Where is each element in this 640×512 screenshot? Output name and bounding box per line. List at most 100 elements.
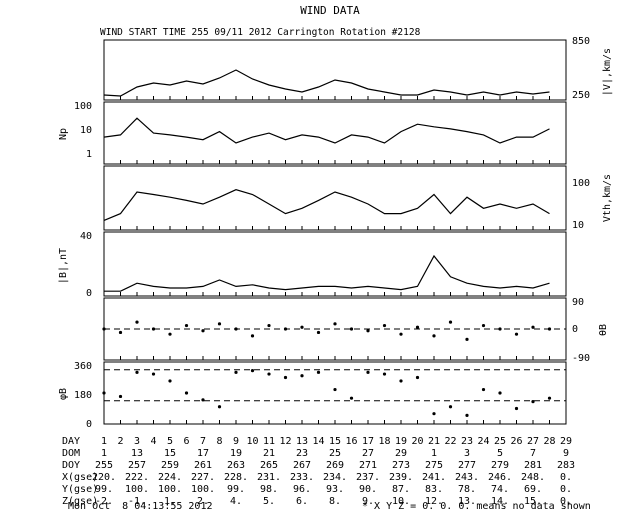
data-point [349, 396, 354, 400]
table-cell: 255 [94, 460, 114, 471]
data-point [382, 323, 387, 328]
data-point [432, 334, 436, 338]
data-point [448, 320, 453, 324]
footer-note: * X Y Z = 0. 0. 0. means no data shown [362, 501, 591, 512]
data-point [267, 372, 271, 376]
data-point [366, 370, 370, 374]
data-point [547, 396, 552, 400]
data-point [333, 387, 337, 392]
table-cell: 78. [457, 484, 477, 495]
table-cell: 261 [193, 460, 213, 471]
table-cell: 281 [523, 460, 543, 471]
table-cell: 8. [328, 496, 342, 507]
data-point [481, 387, 486, 392]
y-tick-label: 10 [80, 125, 92, 136]
data-point [349, 327, 354, 331]
data-point [432, 412, 436, 416]
table-cell: 15. [523, 496, 543, 507]
panel-v [103, 39, 567, 101]
data-point [118, 330, 123, 335]
table-cell: 246. [487, 472, 513, 483]
row-label: X(gse) [62, 472, 99, 483]
series-line [103, 69, 550, 97]
table-cell: 241. [421, 472, 447, 483]
data-point [217, 405, 222, 409]
table-cell: 1 [430, 448, 438, 459]
day-cell: 13 [295, 436, 309, 447]
data-point [514, 332, 519, 336]
table-cell: 4. [229, 496, 243, 507]
table-cell: 234. [322, 472, 348, 483]
data-point [300, 325, 304, 329]
table-cell: 9. [361, 496, 375, 507]
table-cell: 237. [355, 472, 381, 483]
day-cell: 14 [312, 436, 325, 447]
table-cell: 100. [157, 484, 183, 495]
day-cell: 2 [117, 436, 124, 447]
row-label: Y(gse) [62, 484, 99, 495]
y-tick-label: 850 [572, 36, 590, 47]
table-cell: 12. [424, 496, 444, 507]
day-cell: 8 [216, 436, 223, 447]
y-tick-label: 0 [86, 288, 92, 299]
panel-phi [102, 361, 567, 425]
data-point [465, 413, 469, 417]
table-cell: 9 [562, 448, 570, 459]
data-point [102, 391, 106, 395]
y-axis-label: Np [58, 128, 69, 140]
day-cell: 18 [378, 436, 391, 447]
table-cell: 5 [496, 448, 504, 459]
table-cell: -1. [127, 496, 147, 507]
table-cell: 0. [559, 484, 573, 495]
day-cell: 3 [133, 436, 141, 447]
day-cell: 7 [199, 436, 207, 447]
data-point [234, 370, 238, 374]
y-axis-label: Vth,km/s [602, 174, 613, 222]
table-cell: 5. [262, 496, 276, 507]
table-cell: 222. [124, 472, 150, 483]
table-cell: 277 [457, 460, 477, 471]
day-cell: 4 [150, 436, 157, 447]
day-cell: 17 [361, 436, 375, 447]
table-cell: 100. [190, 484, 216, 495]
table-cell: 257 [127, 460, 147, 471]
day-cell: 1 [100, 436, 108, 447]
table-cell: 271 [358, 460, 378, 471]
y-tick-label: 0 [572, 324, 578, 335]
data-point [151, 372, 156, 376]
table-cell: 27 [361, 448, 375, 459]
y-tick-label: 100 [572, 178, 590, 189]
table-cell: 0. [559, 496, 573, 507]
day-cell: 9 [232, 436, 240, 447]
footer-timestamp: Mon Oct 8 04:13:55 2012 [68, 501, 213, 512]
y-axis-label: φB [58, 388, 69, 400]
table-cell: 87. [391, 484, 411, 495]
table-cell: 10. [391, 496, 411, 507]
table-cell: 228. [223, 472, 249, 483]
day-cell: 26 [510, 436, 523, 447]
table-cell: 6. [295, 496, 309, 507]
panel-np [103, 101, 567, 165]
day-cell: 6 [183, 436, 190, 447]
day-cell: 5 [166, 436, 174, 447]
data-point [168, 379, 172, 383]
table-cell: 248. [520, 472, 546, 483]
table-cell: 13. [457, 496, 477, 507]
day-cell: 28 [543, 436, 556, 447]
day-cell: 29 [559, 436, 573, 447]
table-cell: 98. [259, 484, 279, 495]
table-cell: 275 [424, 460, 444, 471]
table-cell: 7 [529, 448, 537, 459]
y-tick-label: 180 [74, 390, 92, 401]
table-cell: 243. [454, 472, 480, 483]
data-point [283, 327, 288, 331]
chart-subtitle: WIND START TIME 255 09/11 2012 Carringto… [100, 27, 421, 38]
data-point [465, 337, 469, 341]
table-cell: 74. [490, 484, 510, 495]
table-cell: 263 [226, 460, 246, 471]
data-point [382, 372, 387, 376]
data-point [316, 330, 321, 335]
table-cell: 3 [463, 448, 471, 459]
data-point [250, 369, 255, 373]
